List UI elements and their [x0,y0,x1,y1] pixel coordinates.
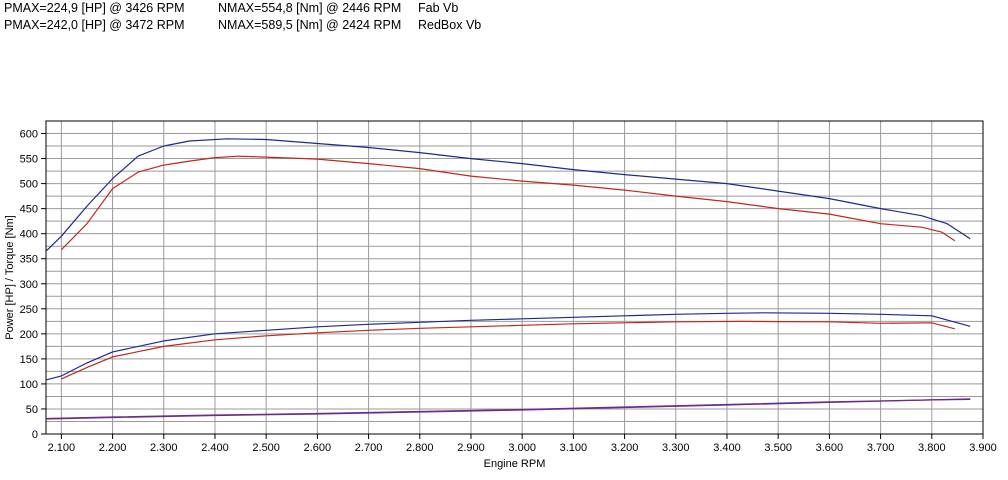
y-tick-label: 100 [20,379,38,391]
x-tick-label: 2.200 [99,442,127,454]
fab-torque-line [60,155,956,251]
plot-frame [45,120,984,435]
y-tick-label: 50 [26,404,38,416]
x-tick-label: 2.800 [406,442,434,454]
legend-pmax-redbox: PMAX=242,0 [HP] @ 3472 RPM [4,18,185,32]
redbox-torque-line [45,138,971,252]
x-tick-label: 2.300 [150,442,178,454]
x-tick-label: 3.300 [662,442,690,454]
legend-row-fab: PMAX=224,9 [HP] @ 3426 RPM NMAX=554,8 [N… [0,0,560,17]
x-tick-label: 2.400 [201,442,229,454]
y-tick-label: 600 [20,129,38,141]
y-tick-label: 200 [20,329,38,341]
x-tick-label: 3.900 [969,442,997,454]
x-tick-label: 3.500 [764,442,792,454]
legend-name-fab: Fab Vb [418,1,459,15]
fab-power-line [61,320,955,380]
x-axis-label: Engine RPM [484,458,546,470]
series-lines [45,138,971,420]
redbox-boost-line [45,398,971,420]
x-tick-label: 3.400 [713,442,741,454]
x-tick-label: 2.600 [304,442,332,454]
y-tick-label: 550 [20,154,38,166]
x-tick-label: 2.100 [48,442,76,454]
legend-name-redbox: RedBox Vb [418,18,482,32]
x-tick-label: 2.500 [252,442,280,454]
redbox-power-line [45,312,971,381]
axis-ticks: 0 50 100 150 200 250 300 350 400 450 500 550 600 2.10… [20,129,997,454]
legend-nmax-fab: NMAX=554,8 [Nm] @ 2446 RPM [218,1,402,15]
x-tick-label: 3.100 [560,442,588,454]
x-tick-label: 3.000 [508,442,536,454]
y-tick-label: 500 [20,179,38,191]
x-tick-label: 2.900 [457,442,485,454]
y-tick-label: 250 [20,304,38,316]
y-tick-label: 400 [20,229,38,241]
x-tick-label: 3.700 [867,442,895,454]
x-tick-label: 2.700 [355,442,383,454]
y-tick-label: 150 [20,354,38,366]
y-tick-label: 300 [20,279,38,291]
y-axis-label: Power [HP] / Torque [Nm] [4,215,16,340]
y-tick-label: 350 [20,254,38,266]
x-tick-label: 3.600 [816,442,844,454]
legend-row-redbox: PMAX=242,0 [HP] @ 3472 RPM NMAX=589,5 [N… [0,17,560,34]
x-tick-label: 3.800 [918,442,946,454]
legend: PMAX=224,9 [HP] @ 3426 RPM NMAX=554,8 [N… [0,0,560,34]
y-tick-label: 0 [32,429,38,441]
y-tick-label: 450 [20,204,38,216]
x-tick-label: 3.200 [611,442,639,454]
grid-lines [46,121,984,434]
legend-pmax-fab: PMAX=224,9 [HP] @ 3426 RPM [4,1,185,15]
legend-nmax-redbox: NMAX=589,5 [Nm] @ 2424 RPM [218,18,402,32]
